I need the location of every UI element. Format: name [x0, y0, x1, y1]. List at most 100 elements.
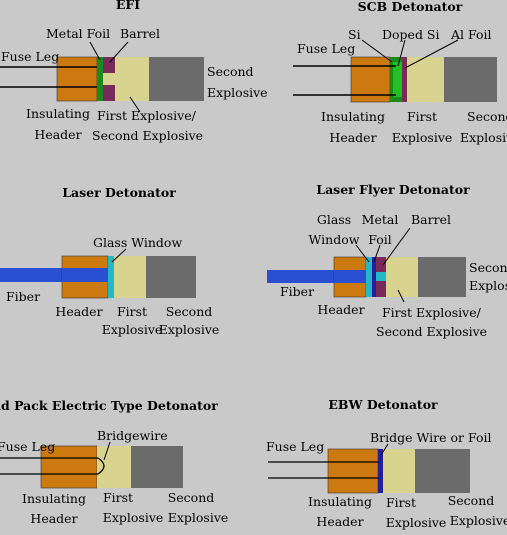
ebw-insulating-label: Insulating	[308, 494, 372, 509]
ebw-second-label: Second	[448, 493, 495, 508]
efi-first-second-label-1: First Explosive/	[97, 108, 197, 123]
solid-first-explosive-label: Explosive	[103, 510, 164, 525]
scb-doped-si-pointer	[397, 39, 406, 67]
ebw-header-label: Header	[316, 514, 363, 529]
flyer-window-label: Window	[309, 232, 360, 247]
solid-second-label: Second	[168, 490, 215, 505]
flyer-barrel-pointer	[382, 227, 411, 266]
efi-barrel-pointer	[109, 41, 129, 63]
scb-second-explosive	[444, 57, 497, 102]
scb-fuse-leg-label: Fuse Leg	[297, 41, 355, 56]
flyer-metal-label: Metal	[362, 212, 399, 227]
ebw-bridge-wire-foil-label: Bridge Wire or Foil	[370, 430, 492, 445]
flyer-glass-pointer	[355, 244, 370, 263]
flyer-second-explosive	[418, 257, 466, 297]
scb-second-explosive-label: Explosive	[460, 130, 507, 145]
scb-al-foil-pointer	[404, 39, 459, 69]
laser-second-explosive-label: Explosive	[159, 322, 220, 337]
efi-metal-foil-label: Metal Foil	[46, 26, 110, 41]
solid-panel: Solid Pack Electric Type Detonator Fuse …	[0, 398, 228, 526]
scb-al-foil	[402, 57, 407, 102]
solid-bridgewire-pointer	[103, 441, 111, 461]
efi-second-explosive-label-2: Explosive	[207, 85, 268, 100]
efi-title: EFI	[116, 0, 140, 12]
efi-header	[56, 56, 98, 102]
ebw-panel: EBW Detonator Fuse Leg Bridge Wire or Fo…	[266, 397, 507, 530]
solid-fuse-leg-label: Fuse Leg	[0, 439, 55, 454]
laser-first-explosive-label: Explosive	[102, 322, 163, 337]
solid-header	[40, 445, 98, 489]
efi-second-explosive-label-1: Second	[207, 64, 254, 79]
laser-first-explosive	[114, 256, 146, 298]
solid-bridgewire	[0, 457, 105, 475]
scb-first-label: First	[407, 109, 437, 124]
efi-metal-foil	[97, 57, 103, 101]
laser-first-label: First	[117, 304, 147, 319]
laser-fiber	[0, 268, 62, 282]
scb-second-label: Second	[467, 109, 507, 124]
solid-second-explosive-label: Explosive	[168, 510, 229, 525]
ebw-fuse-leg-label: Fuse Leg	[266, 439, 324, 454]
efi-first-explosive-pointer	[129, 96, 141, 113]
scb-insulating-label: Insulating	[321, 109, 385, 124]
efi-barrel-bore	[103, 73, 115, 85]
efi-first-explosive	[115, 57, 149, 101]
scb-si-pointer	[361, 39, 393, 63]
flyer-title: Laser Flyer Detonator	[316, 182, 470, 197]
flyer-foil-label: Foil	[368, 232, 392, 247]
solid-first-label: First	[103, 490, 133, 505]
scb-al-foil-label: Al Foil	[450, 27, 492, 42]
flyer-first-explosive	[386, 257, 418, 297]
laser-second-label: Second	[166, 304, 213, 319]
flyer-foil-pointer	[373, 244, 381, 263]
scb-header-label: Header	[329, 130, 376, 145]
flyer-second-label: Second	[469, 260, 507, 275]
ebw-first-explosive	[383, 449, 415, 493]
efi-metal-foil-pointer	[89, 41, 101, 61]
ebw-bridge-wire-pointer	[380, 443, 389, 456]
efi-panel: EFI Fuse Leg Metal Foil Barrel Second Ex…	[0, 0, 268, 143]
solid-first-explosive	[97, 446, 131, 488]
ebw-first-explosive-label: Explosive	[386, 515, 447, 530]
flyer-second-explosive-label: Explosive	[469, 278, 507, 293]
laser-second-explosive	[146, 256, 196, 298]
laser-fiber-inner	[62, 268, 108, 282]
efi-header-label: Header	[34, 127, 81, 142]
ebw-first-label: First	[386, 495, 416, 510]
solid-insulating-label: Insulating	[22, 491, 86, 506]
laser-header-label: Header	[55, 304, 102, 319]
ebw-header	[327, 448, 379, 494]
flyer-fiber-label: Fiber	[280, 284, 314, 299]
efi-insulating-label: Insulating	[26, 106, 90, 121]
flyer-panel: Laser Flyer Detonator Glass Window Metal…	[267, 182, 507, 339]
scb-doped-si	[393, 62, 402, 97]
flyer-metal-foil	[372, 257, 376, 297]
flyer-barrel-label: Barrel	[411, 212, 451, 227]
flyer-fiber-inner	[334, 270, 366, 283]
ebw-second-explosive	[415, 449, 470, 493]
laser-fiber-label: Fiber	[6, 289, 40, 304]
flyer-header-label: Header	[317, 302, 364, 317]
scb-title: SCB Detonator	[358, 0, 463, 14]
scb-panel: SCB Detonator Si Doped Si Al Foil Fuse L…	[293, 0, 507, 145]
solid-title: Solid Pack Electric Type Detonator	[0, 398, 218, 413]
ebw-bridge-wire-foil	[378, 449, 383, 493]
flyer-first-second-label-2: Second Explosive	[376, 324, 487, 339]
scb-doped-si-label: Doped Si	[382, 27, 439, 42]
scb-si-label: Si	[348, 27, 361, 42]
efi-barrel-label: Barrel	[120, 26, 160, 41]
flyer-first-second-label-1: First Explosive/	[382, 305, 482, 320]
flyer-first-explosive-pointer	[397, 289, 405, 303]
laser-glass-window	[108, 256, 114, 298]
laser-title: Laser Detonator	[62, 185, 176, 200]
laser-glass-window-pointer	[111, 248, 127, 263]
solid-bridgewire-label: Bridgewire	[97, 428, 168, 443]
efi-second-explosive	[149, 57, 204, 101]
solid-header-label: Header	[30, 511, 77, 526]
solid-second-explosive	[131, 446, 183, 488]
scb-first-explosive	[407, 57, 444, 102]
flyer-barrel-bore	[376, 272, 386, 281]
flyer-glass	[366, 257, 372, 297]
ebw-second-explosive-label: Explosive	[450, 513, 507, 528]
